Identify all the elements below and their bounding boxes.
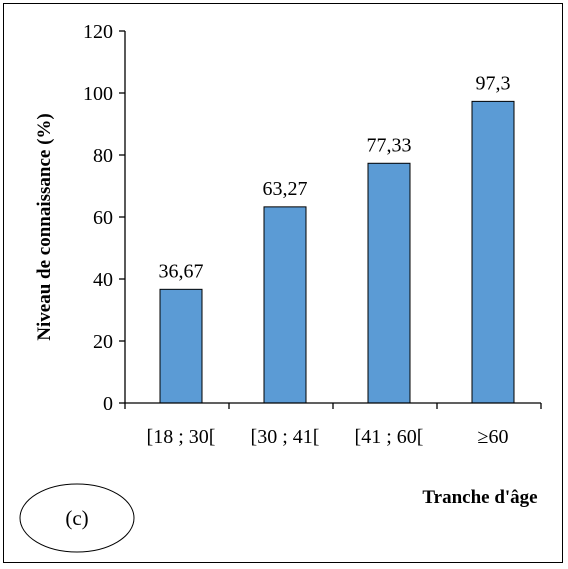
bar-chart: 0 20 40 60 80 100 120 36,67 63,27 77,33 97,3 [18 …	[19, 21, 542, 553]
bar	[159, 288, 203, 404]
data-label: 63,27	[263, 178, 308, 200]
y-axis-title: Niveau de connaissance (%)	[34, 113, 55, 340]
x-tick-label: [41 ; 60[	[355, 426, 424, 448]
bar	[367, 162, 411, 404]
bars: 36,67 63,27 77,33 97,3	[159, 72, 515, 404]
x-axis-tick-labels: [18 ; 30[ [30 ; 41[ [41 ; 60[ ≥60	[147, 426, 509, 448]
data-label: 97,3	[476, 72, 511, 94]
y-tick-label: 40	[93, 269, 113, 291]
x-axis-title: Tranche d'âge	[422, 487, 537, 508]
y-tick-label: 20	[93, 331, 113, 353]
bar	[263, 206, 307, 404]
x-tick-label: [18 ; 30[	[147, 426, 216, 448]
y-tick-label: 120	[83, 21, 113, 43]
y-tick-label: 0	[103, 393, 113, 415]
x-tick-label: [30 ; 41[	[251, 426, 320, 448]
panel-label: (c)	[65, 506, 88, 530]
y-tick-label: 100	[83, 83, 113, 105]
y-axis-ticks: 0 20 40 60 80 100 120	[83, 21, 542, 415]
data-label: 36,67	[159, 260, 204, 282]
x-tick-label: ≥60	[478, 426, 509, 448]
data-label: 77,33	[367, 134, 412, 156]
bar	[471, 100, 515, 404]
y-tick-label: 80	[93, 145, 113, 167]
y-tick-label: 60	[93, 207, 113, 229]
chart-frame: 0 20 40 60 80 100 120 36,67 63,27 77,33 97,3 [18 …	[3, 3, 563, 563]
